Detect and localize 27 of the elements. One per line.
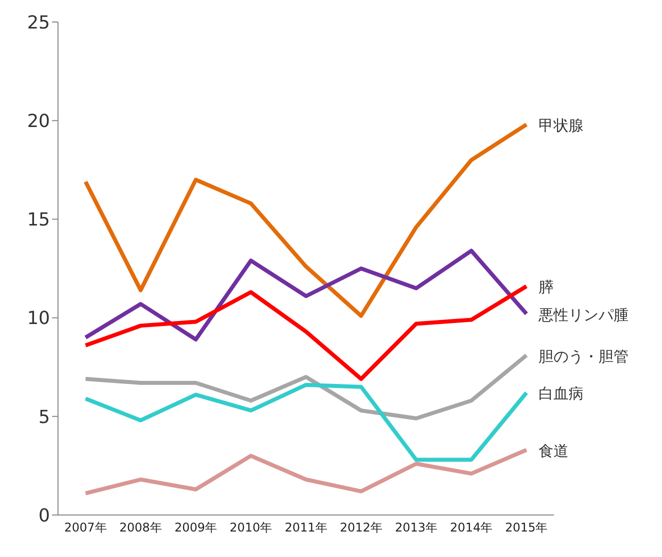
- y-tick-label: 20: [27, 110, 50, 132]
- x-tick-label: 2012年: [340, 520, 382, 535]
- series-label: 食道: [538, 442, 568, 460]
- line-series: [84, 284, 528, 381]
- y-tick-label: 0: [38, 505, 50, 526]
- series-label: 甲状腺: [538, 116, 584, 135]
- line-series: [84, 382, 528, 462]
- x-tick-label: 2014年: [450, 520, 493, 535]
- y-tick-label: 25: [27, 12, 50, 34]
- line-series: [84, 448, 528, 496]
- line-series: [84, 353, 528, 420]
- series-label: 白血病: [538, 384, 584, 403]
- series-label: 膵: [538, 278, 554, 296]
- y-tick-label: 5: [38, 406, 50, 428]
- line-series: [84, 248, 528, 342]
- x-tick-label: 2008年: [119, 520, 162, 535]
- x-tick-label: 2011年: [284, 520, 328, 535]
- x-tick-label: 2013年: [394, 520, 438, 535]
- line-series: [84, 122, 528, 318]
- y-tick-label: 10: [27, 308, 50, 330]
- y-tick-label: 15: [27, 210, 50, 231]
- x-tick-label: 2007年: [64, 520, 107, 535]
- x-tick-label: 2009年: [174, 520, 218, 535]
- series-label: 胆のう・胆管: [538, 347, 628, 366]
- x-tick-label: 2010年: [230, 520, 272, 535]
- x-tick-label: 2015年: [505, 520, 548, 535]
- series-label: 悪性リンパ腫: [537, 306, 628, 324]
